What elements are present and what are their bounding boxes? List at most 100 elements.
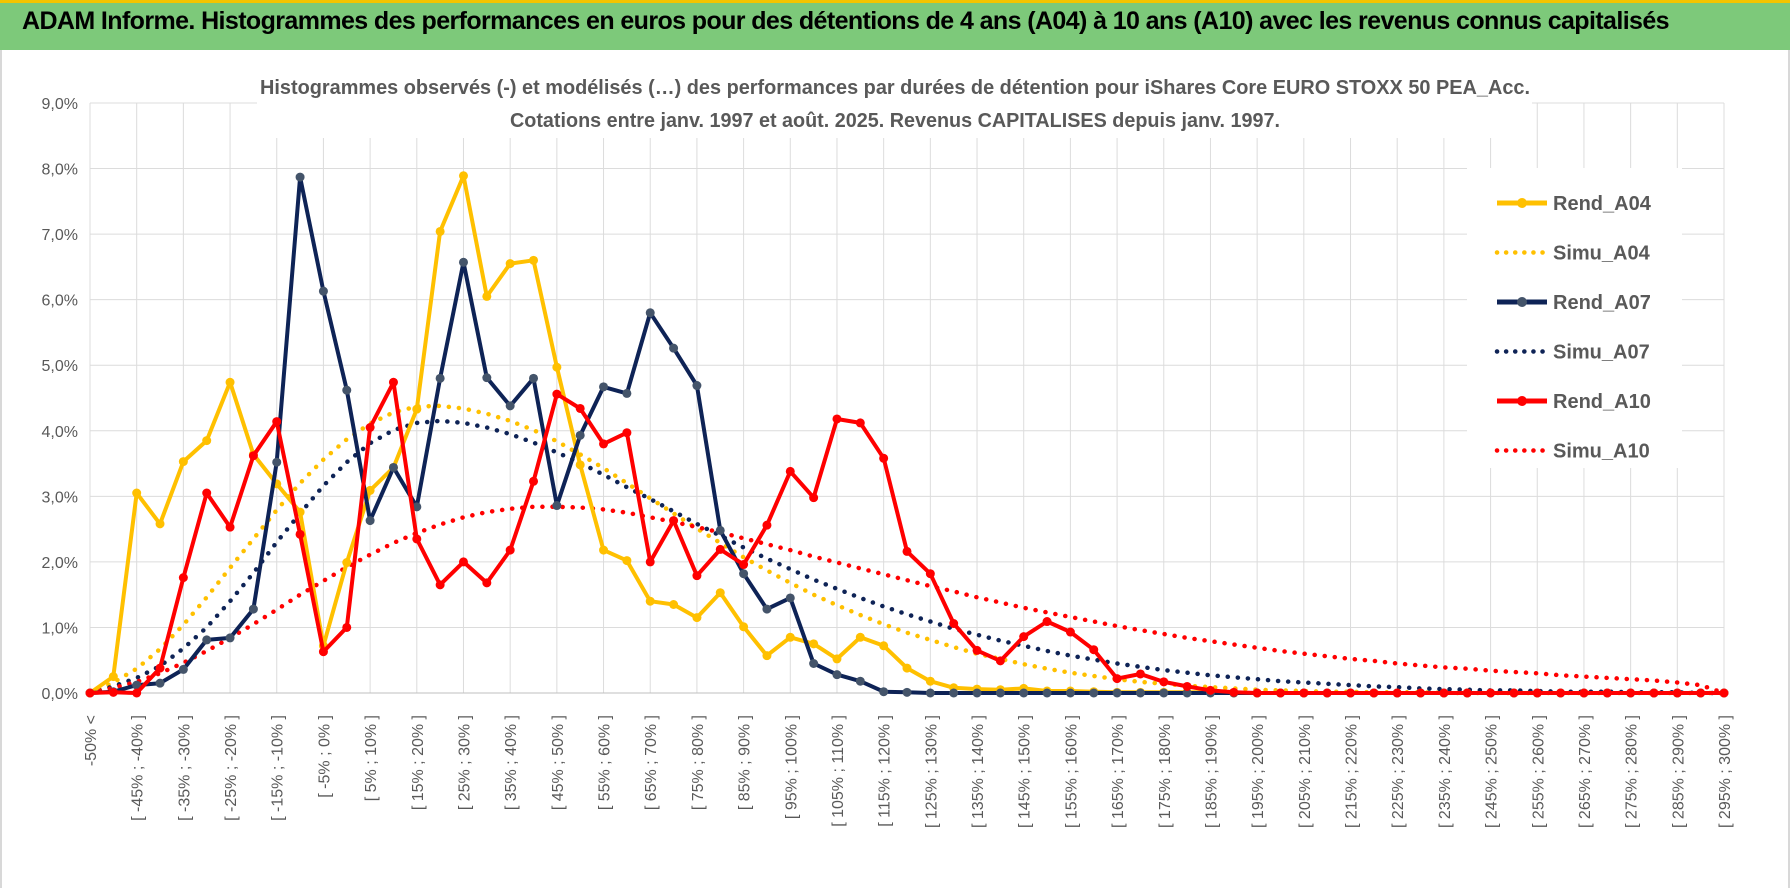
data-point xyxy=(458,557,468,567)
x-tick-label: [ 15% ; 20% ] xyxy=(410,715,427,810)
data-point xyxy=(1696,688,1706,698)
data-point xyxy=(295,529,305,539)
data-point xyxy=(365,485,375,495)
data-point xyxy=(599,382,609,392)
data-point xyxy=(1346,688,1356,698)
data-point xyxy=(855,676,865,686)
data-point xyxy=(785,593,795,603)
x-tick-label: [ 205% ; 210% ] xyxy=(1297,715,1314,828)
data-point xyxy=(1135,688,1145,698)
legend-marker xyxy=(1517,297,1527,307)
data-point xyxy=(995,688,1005,698)
data-point xyxy=(1065,627,1075,637)
x-tick-label: -50% < xyxy=(83,715,100,766)
data-point xyxy=(879,641,889,651)
x-tick-label: [ 115% ; 120% ] xyxy=(877,715,894,827)
data-point xyxy=(529,255,539,265)
data-point xyxy=(1019,688,1029,698)
data-point xyxy=(739,560,749,570)
y-tick-label: 9,0% xyxy=(42,96,78,113)
data-point xyxy=(505,545,515,555)
legend-box xyxy=(1467,168,1682,468)
y-tick-label: 8,0% xyxy=(42,162,78,179)
data-point xyxy=(202,488,212,498)
data-point xyxy=(1135,669,1145,679)
data-point xyxy=(1299,688,1309,698)
data-point xyxy=(925,688,935,698)
data-point xyxy=(902,663,912,673)
x-tick-label: [ -45% ; -40% ] xyxy=(130,715,147,821)
x-tick-label: [ 275% ; 280% ] xyxy=(1624,715,1641,828)
x-tick-label: [ 155% ; 160% ] xyxy=(1063,715,1080,828)
data-point xyxy=(1229,687,1239,697)
data-point xyxy=(879,453,889,463)
data-point xyxy=(1042,688,1052,698)
data-point xyxy=(435,373,445,383)
data-point xyxy=(1089,645,1099,655)
data-point xyxy=(132,488,142,498)
data-point xyxy=(832,414,842,424)
data-point xyxy=(248,451,258,461)
header-bar: ADAM Informe. Histogrammes des performan… xyxy=(0,0,1790,50)
data-point xyxy=(1392,688,1402,698)
data-point xyxy=(132,680,142,690)
data-point xyxy=(739,622,749,632)
x-tick-label: [ 165% ; 170% ] xyxy=(1110,715,1127,828)
data-point xyxy=(1369,688,1379,698)
data-point xyxy=(272,417,282,427)
x-tick-label: [ 145% ; 150% ] xyxy=(1017,715,1034,828)
x-tick-label: [ 65% ; 70% ] xyxy=(643,715,660,810)
data-point xyxy=(949,688,959,698)
data-point xyxy=(902,546,912,556)
legend: Rend_A04 Simu_A04 Rend_A07 Simu_A07 Rend_A10… xyxy=(1467,168,1682,468)
data-point xyxy=(482,578,492,588)
data-point xyxy=(715,544,725,554)
data-point xyxy=(762,520,772,530)
data-point xyxy=(178,664,188,674)
data-point xyxy=(552,501,562,511)
y-axis-ticks: 0,0% 1,0% 2,0% 3,0% 4,0% 5,0% 6,0% 7,0% 8,0% 9,0% xyxy=(42,96,78,703)
data-point xyxy=(225,633,235,643)
chart-title-backdrop xyxy=(257,66,1532,138)
data-point xyxy=(1579,688,1589,698)
data-point xyxy=(669,600,679,609)
x-tick-label: [ 255% ; 260% ] xyxy=(1530,715,1547,828)
data-point xyxy=(645,308,655,318)
data-point xyxy=(178,457,188,467)
data-point xyxy=(692,381,702,391)
data-point xyxy=(529,373,539,383)
data-point xyxy=(342,558,352,568)
data-point xyxy=(762,651,772,661)
x-tick-label: [ 225% ; 230% ] xyxy=(1390,715,1407,828)
data-point xyxy=(809,493,819,503)
x-tick-label: [ 45% ; 50% ] xyxy=(550,715,567,810)
data-point xyxy=(692,571,702,581)
data-point xyxy=(388,462,398,472)
chart-frame: 0,0% 1,0% 2,0% 3,0% 4,0% 5,0% 6,0% 7,0% 8,0% 9,0%… xyxy=(0,50,1790,888)
y-tick-label: 0,0% xyxy=(42,686,78,703)
data-point xyxy=(599,439,609,449)
data-point xyxy=(622,556,632,566)
x-tick-label: [ 215% ; 220% ] xyxy=(1344,715,1361,828)
x-tick-label: [ 85% ; 90% ] xyxy=(737,715,754,810)
data-point xyxy=(1182,688,1192,698)
x-tick-label: [ 105% ; 110% ] xyxy=(830,715,847,827)
data-point xyxy=(855,632,865,642)
x-tick-label: [ 25% ; 30% ] xyxy=(456,715,473,810)
x-axis-ticks: -50% < [ -45% ; -40% ] [ -35% ; -30% ] [ -2… xyxy=(83,715,1734,828)
data-point xyxy=(1159,688,1169,698)
data-point xyxy=(809,639,819,649)
data-point xyxy=(272,457,282,467)
data-point xyxy=(1602,688,1612,698)
data-point xyxy=(669,516,679,526)
data-point xyxy=(435,580,445,590)
data-point xyxy=(552,389,562,399)
data-point xyxy=(995,656,1005,666)
x-tick-label: [ -35% ; -30% ] xyxy=(176,715,193,821)
data-point xyxy=(599,545,609,555)
data-point xyxy=(972,688,982,698)
data-point xyxy=(1672,688,1682,698)
data-point xyxy=(645,596,655,606)
legend-item: Rend_A07 xyxy=(1497,292,1651,314)
data-point xyxy=(1649,688,1659,698)
